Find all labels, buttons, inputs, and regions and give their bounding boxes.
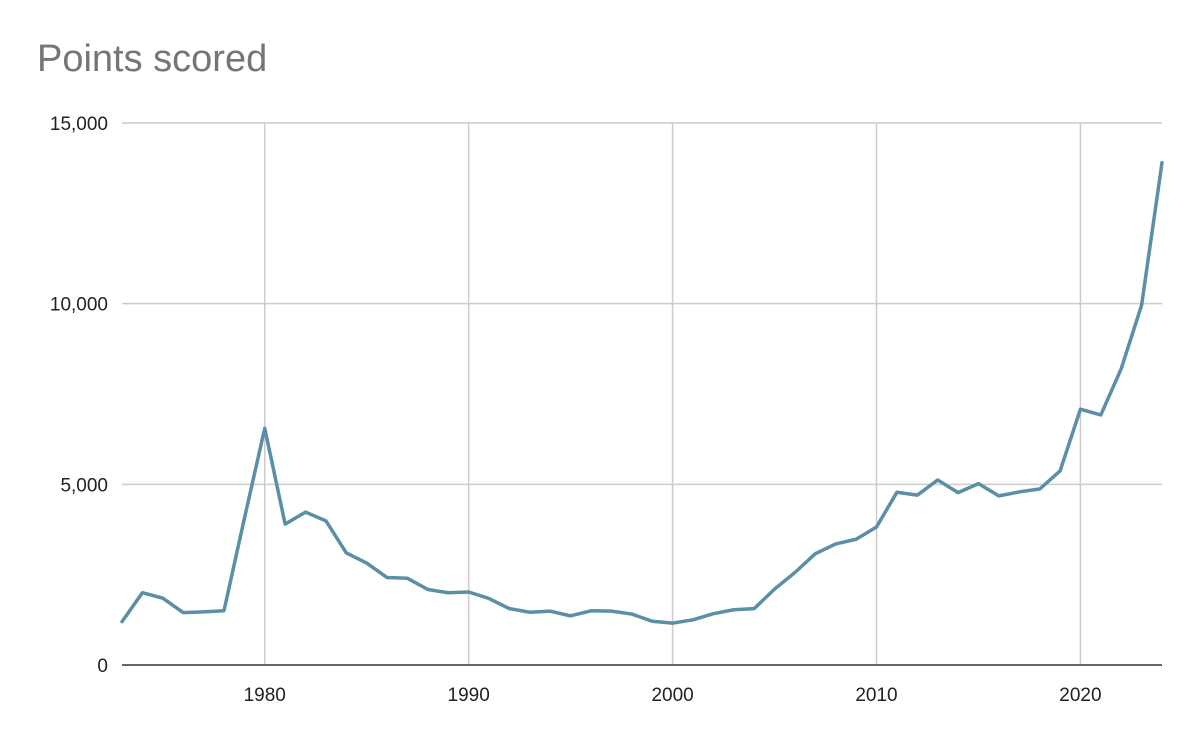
x-tick-label: 1980 <box>244 685 286 706</box>
x-tick-label: 2020 <box>1059 685 1101 706</box>
series-line <box>120 161 1164 625</box>
y-tick-label: 0 <box>97 656 108 677</box>
chart-title: Points scored <box>37 38 268 80</box>
x-tick-label: 2000 <box>651 685 693 706</box>
x-tick-label: 2010 <box>855 685 897 706</box>
y-tick-label: 15,000 <box>50 114 108 135</box>
x-tick-label: 1990 <box>448 685 490 706</box>
y-tick-label: 5,000 <box>60 475 108 496</box>
y-tick-label: 10,000 <box>50 295 108 316</box>
